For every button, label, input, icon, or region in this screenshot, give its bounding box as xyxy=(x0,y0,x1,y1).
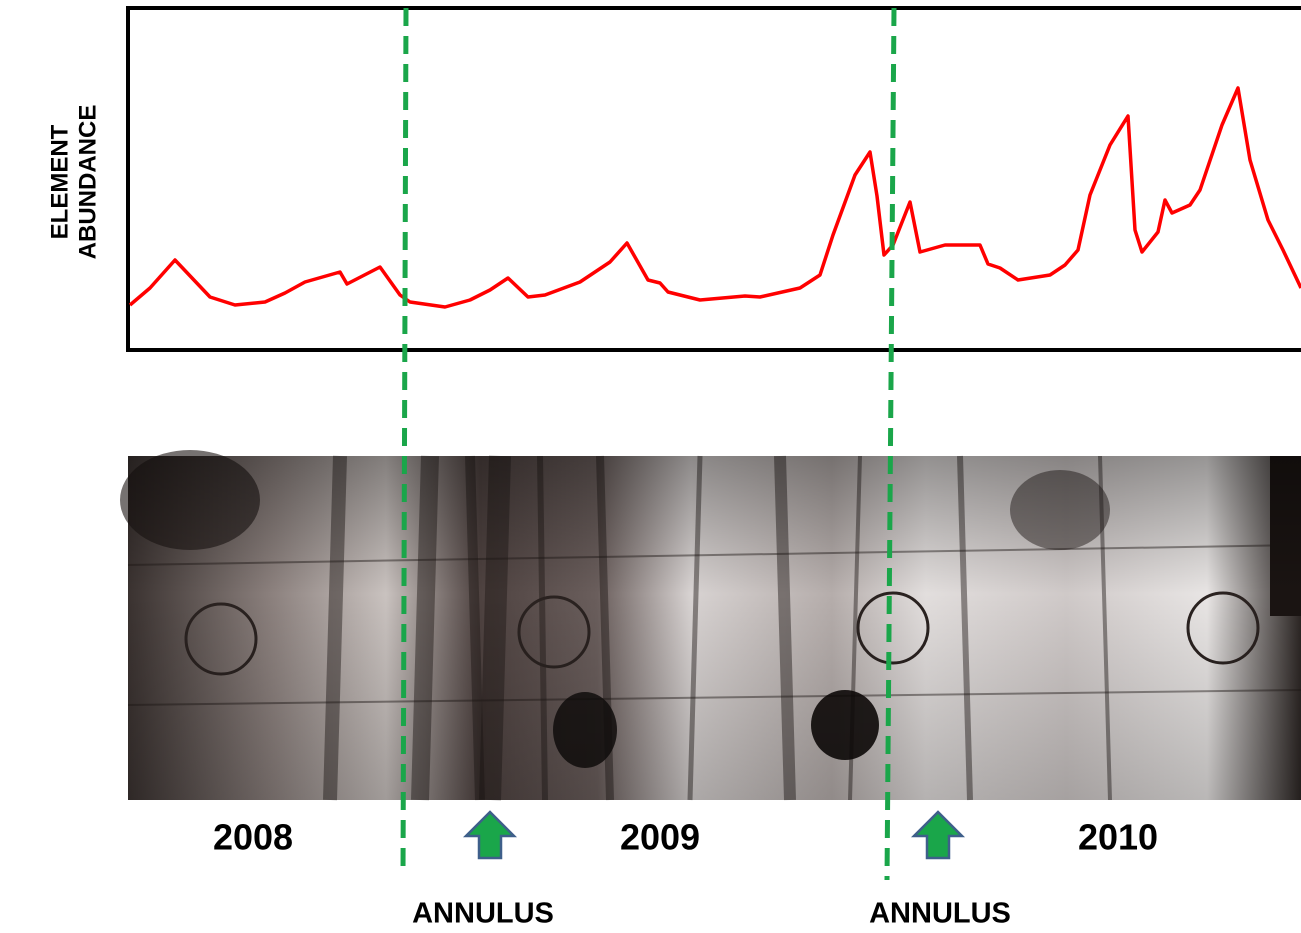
year-label: 2009 xyxy=(620,817,700,858)
abundance-curve xyxy=(130,88,1301,307)
annulus-line xyxy=(403,8,406,875)
otolith-photo xyxy=(120,450,1301,800)
annulus-arrow xyxy=(466,812,514,858)
y-axis-label-line: ABUNDANCE xyxy=(74,105,101,260)
annulus-label: ANNULUS xyxy=(412,898,554,930)
annulus-arrow xyxy=(914,812,962,858)
annulus-label: ANNULUS xyxy=(869,898,1011,930)
figure: ELEMENT ABUNDANCE xyxy=(0,0,1301,933)
year-label: 2008 xyxy=(213,817,293,858)
year-label: 2010 xyxy=(1078,817,1158,858)
y-axis-label: ELEMENT ABUNDANCE xyxy=(46,105,101,260)
y-axis-label-line: ELEMENT xyxy=(46,124,73,239)
